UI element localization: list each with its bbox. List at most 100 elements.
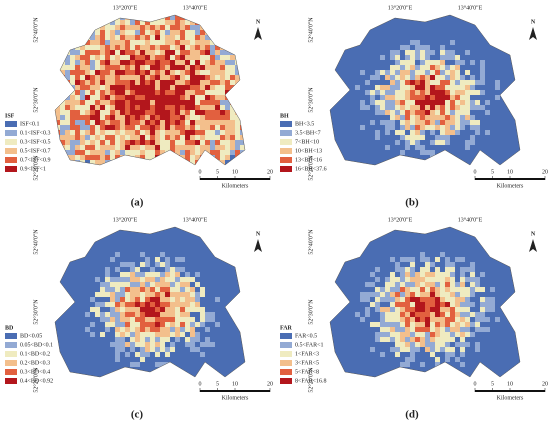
raster-cell: [175, 30, 180, 35]
raster-cell: [450, 75, 455, 80]
raster-cell: [55, 277, 60, 282]
raster-cell: [495, 140, 500, 145]
raster-cell: [85, 337, 90, 342]
raster-cell: [150, 60, 155, 65]
raster-cell: [125, 232, 130, 237]
raster-cell: [380, 105, 385, 110]
raster-cell: [190, 20, 195, 25]
raster-cell: [145, 307, 150, 312]
raster-cell: [425, 317, 430, 322]
raster-cell: [65, 60, 70, 65]
raster-cell: [95, 15, 100, 20]
raster-cell: [100, 297, 105, 302]
raster-cell: [460, 292, 465, 297]
raster-cell: [395, 347, 400, 352]
raster-cell: [235, 342, 240, 347]
raster-cell: [55, 227, 60, 232]
raster-cell: [340, 367, 345, 372]
raster-cell: [180, 362, 185, 367]
raster-cell: [200, 85, 205, 90]
raster-cell: [155, 35, 160, 40]
raster-cell: [355, 40, 360, 45]
raster-cell: [225, 45, 230, 50]
raster-cell: [210, 110, 215, 115]
raster-cell: [460, 367, 465, 372]
raster-cell: [200, 267, 205, 272]
raster-cell: [450, 292, 455, 297]
raster-cell: [345, 60, 350, 65]
raster-cell: [480, 100, 485, 105]
raster-cell: [130, 342, 135, 347]
raster-cell: [125, 40, 130, 45]
raster-cell: [475, 140, 480, 145]
raster-cell: [245, 160, 250, 165]
raster-cell: [500, 65, 505, 70]
raster-cell: [155, 247, 160, 252]
raster-cell: [440, 322, 445, 327]
raster-cell: [225, 75, 230, 80]
raster-cell: [475, 155, 480, 160]
raster-cell: [100, 55, 105, 60]
raster-cell: [385, 70, 390, 75]
raster-cell: [125, 140, 130, 145]
raster-cell: [405, 65, 410, 70]
raster-cell: [165, 75, 170, 80]
raster-cell: [155, 160, 160, 165]
raster-cell: [155, 10, 160, 15]
raster-cell: [145, 337, 150, 342]
raster-cell: [50, 150, 55, 155]
raster-cell: [430, 232, 435, 237]
raster-cell: [240, 160, 245, 165]
raster-cell: [375, 115, 380, 120]
raster-cell: [170, 30, 175, 35]
raster-cell: [85, 65, 90, 70]
raster-cell: [50, 65, 55, 70]
raster-cell: [125, 282, 130, 287]
raster-cell: [70, 227, 75, 232]
raster-cell: [505, 30, 510, 35]
raster-cell: [240, 15, 245, 20]
raster-cell: [205, 160, 210, 165]
raster-cell: [95, 252, 100, 257]
raster-cell: [325, 150, 330, 155]
raster-cell: [75, 145, 80, 150]
raster-cell: [240, 322, 245, 327]
raster-cell: [105, 367, 110, 372]
raster-cell: [165, 150, 170, 155]
raster-cell: [450, 55, 455, 60]
raster-cell: [195, 120, 200, 125]
raster-cell: [330, 307, 335, 312]
raster-cell: [415, 367, 420, 372]
raster-cell: [440, 312, 445, 317]
raster-cell: [405, 130, 410, 135]
raster-cell: [185, 287, 190, 292]
raster-cell: [120, 347, 125, 352]
raster-cell: [460, 352, 465, 357]
raster-cell: [145, 322, 150, 327]
raster-cell: [485, 292, 490, 297]
raster-cell: [105, 302, 110, 307]
raster-cell: [85, 332, 90, 337]
raster-cell: [240, 252, 245, 257]
raster-cell: [50, 140, 55, 145]
raster-cell: [235, 50, 240, 55]
raster-cell: [385, 30, 390, 35]
raster-cell: [70, 10, 75, 15]
raster-cell: [430, 155, 435, 160]
raster-cell: [370, 115, 375, 120]
raster-cell: [210, 222, 215, 227]
raster-cell: [360, 357, 365, 362]
raster-cell: [395, 252, 400, 257]
raster-cell: [205, 85, 210, 90]
raster-cell: [140, 110, 145, 115]
raster-cell: [95, 322, 100, 327]
raster-cell: [220, 277, 225, 282]
raster-cell: [125, 120, 130, 125]
raster-cell: [170, 257, 175, 262]
raster-cell: [75, 302, 80, 307]
raster-cell: [415, 277, 420, 282]
raster-cell: [330, 232, 335, 237]
raster-cell: [355, 307, 360, 312]
raster-cell: [245, 372, 250, 377]
raster-cell: [340, 120, 345, 125]
